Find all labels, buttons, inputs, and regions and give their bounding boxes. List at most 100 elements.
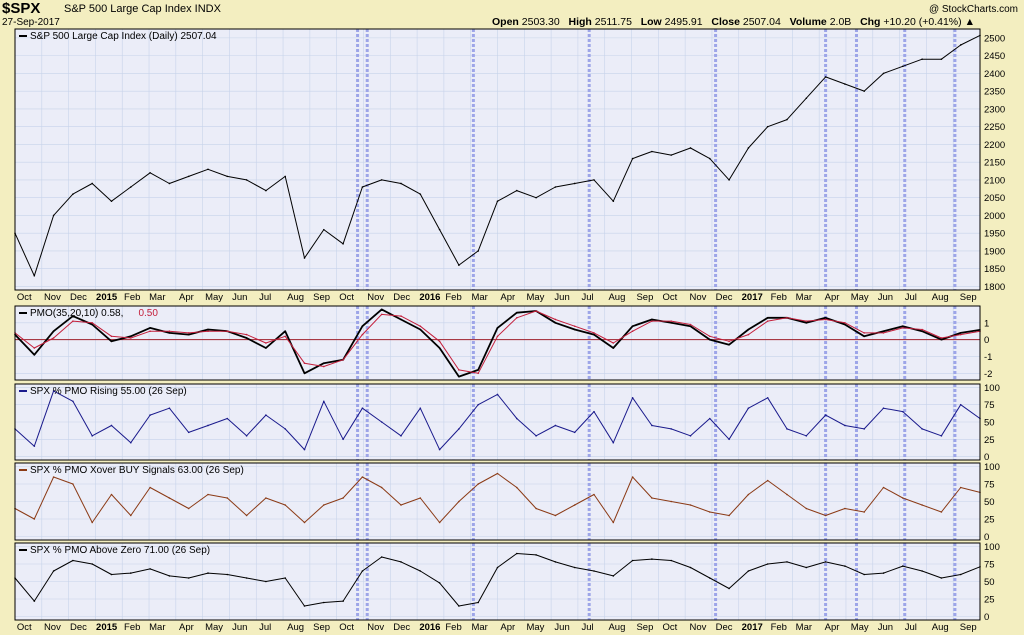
- data-point: [940, 577, 943, 579]
- data-point: [33, 518, 36, 520]
- x-tick-label: Mar: [149, 292, 165, 303]
- data-point: [786, 493, 788, 496]
- data-point: [902, 565, 904, 567]
- data-point: [535, 554, 537, 556]
- y-tick-label: 2450: [984, 51, 1005, 62]
- data-point: [747, 328, 750, 331]
- data-point: [91, 521, 93, 524]
- data-point: [921, 330, 923, 333]
- data-point: [709, 157, 711, 160]
- data-point: [882, 72, 885, 75]
- x-tick-label: Aug: [287, 292, 304, 303]
- data-point: [670, 500, 672, 503]
- y-tick-label: 2350: [984, 87, 1005, 98]
- data-point: [516, 316, 518, 319]
- data-point: [458, 264, 460, 266]
- data-point: [496, 393, 499, 396]
- data-point: [882, 332, 885, 334]
- y-tick-label: 1900: [984, 246, 1005, 257]
- y-tick-label: -1: [984, 352, 992, 363]
- data-point: [438, 448, 441, 451]
- data-point: [573, 325, 576, 327]
- data-point: [786, 561, 788, 563]
- x-tick-label: Nov: [690, 292, 707, 303]
- data-point: [72, 559, 74, 562]
- data-point: [689, 566, 692, 569]
- y-tick-label: 2000: [984, 211, 1005, 222]
- y-tick-label: 0: [984, 452, 989, 463]
- data-point: [245, 337, 248, 339]
- data-point: [747, 570, 750, 572]
- data-point: [593, 570, 595, 572]
- x-tick-label: May: [205, 292, 223, 303]
- data-point: [573, 182, 576, 185]
- data-point: [863, 428, 865, 430]
- panel-frame: [14, 383, 981, 461]
- volume-value: 2.0B: [829, 16, 852, 28]
- data-point: [786, 118, 788, 121]
- chart-date: 27-Sep-2017: [2, 17, 60, 28]
- data-point: [959, 573, 962, 576]
- data-point: [535, 310, 537, 312]
- y-tick-label: 2050: [984, 193, 1005, 204]
- collapse-triangle-icon[interactable]: ▲: [964, 16, 975, 28]
- x-tick-label: Feb: [124, 622, 140, 633]
- data-point: [342, 438, 344, 441]
- x-tick-label: Jun: [878, 292, 893, 303]
- data-point: [651, 320, 653, 322]
- data-point: [361, 186, 364, 188]
- data-point: [265, 497, 267, 499]
- data-point: [110, 493, 113, 496]
- x-tick-label: Nov: [690, 622, 707, 633]
- x-tick-label: Jun: [232, 292, 247, 303]
- x-tick-label: Oct: [339, 622, 354, 633]
- data-point: [226, 417, 229, 420]
- low-label: Low: [640, 16, 662, 28]
- y-tick-label: 100: [984, 383, 1000, 394]
- data-point: [207, 330, 209, 333]
- security-name: S&P 500 Large Cap Index INDX: [64, 3, 221, 15]
- y-tick-label: 2250: [984, 122, 1005, 133]
- data-point: [902, 325, 904, 327]
- data-point: [342, 359, 344, 361]
- data-point: [805, 322, 808, 324]
- data-point: [149, 414, 151, 416]
- data-point: [52, 570, 55, 572]
- data-point: [400, 561, 402, 563]
- data-point: [380, 556, 383, 558]
- data-point: [303, 605, 306, 607]
- data-point: [91, 322, 93, 324]
- data-point: [844, 323, 846, 326]
- data-point: [709, 577, 711, 579]
- close-value: 2507.04: [742, 16, 781, 28]
- data-point: [728, 587, 730, 590]
- data-point: [554, 186, 557, 188]
- x-tick-label: Jun: [554, 292, 569, 303]
- legend-text: SPX % PMO Above Zero 71.00 (26 Sep): [30, 545, 210, 556]
- legend-text: SPX % PMO Xover BUY Signals 63.00 (26 Se…: [30, 465, 244, 476]
- data-point: [689, 435, 692, 437]
- x-tick-label: Aug: [932, 622, 949, 633]
- data-point: [882, 572, 885, 574]
- x-tick-label: May: [526, 292, 544, 303]
- data-point: [940, 338, 943, 341]
- x-tick-label: Sep: [636, 292, 653, 303]
- data-point: [631, 157, 634, 160]
- x-tick-label: Aug: [287, 622, 304, 633]
- legend-text: SPX % PMO Rising 55.00 (26 Sep): [30, 386, 187, 397]
- y-tick-label: 25: [984, 515, 995, 526]
- data-point: [130, 572, 132, 574]
- data-point: [766, 397, 769, 399]
- x-tick-label: Nov: [367, 292, 384, 303]
- data-point: [400, 318, 402, 321]
- data-point: [516, 189, 518, 192]
- data-point: [670, 320, 672, 322]
- x-tick-label: Feb: [445, 622, 461, 633]
- data-point: [728, 514, 730, 517]
- data-point: [496, 472, 499, 475]
- data-point: [284, 335, 287, 338]
- data-point: [477, 403, 480, 406]
- data-point: [786, 428, 788, 430]
- x-tick-label: Oct: [663, 292, 678, 303]
- data-point: [651, 150, 653, 153]
